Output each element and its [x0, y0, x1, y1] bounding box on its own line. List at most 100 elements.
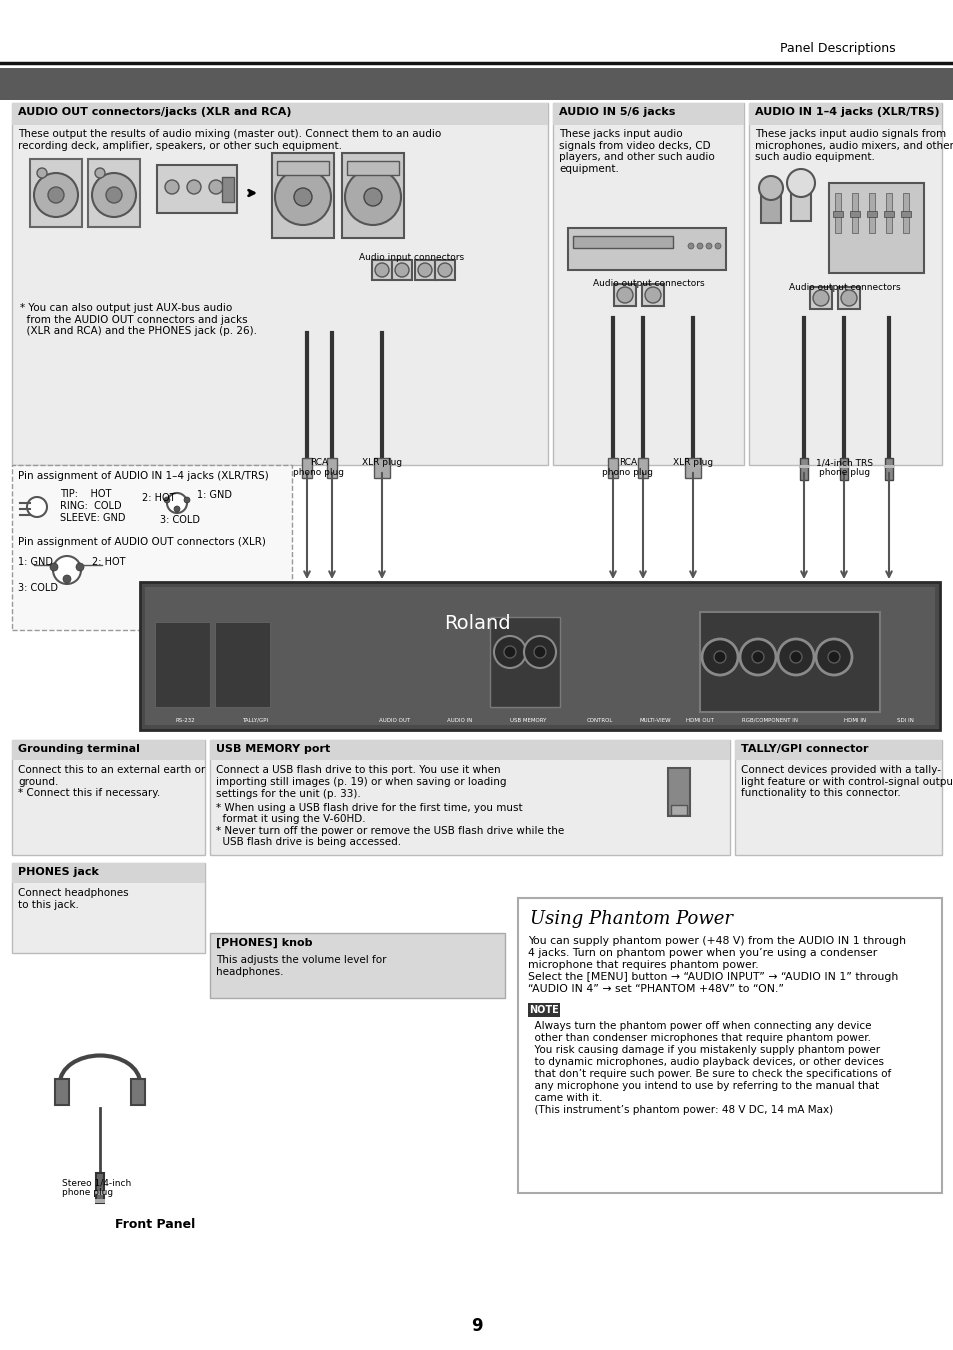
- Text: microphone that requires phantom power.: microphone that requires phantom power.: [527, 960, 758, 971]
- Text: recording deck, amplifier, speakers, or other such equipment.: recording deck, amplifier, speakers, or …: [18, 140, 341, 151]
- Bar: [12, 103, 547, 464]
- Bar: [641, 284, 663, 306]
- Circle shape: [395, 263, 409, 277]
- Text: “AUDIO IN 4” → set “PHANTOM +48V” to “ON.”: “AUDIO IN 4” → set “PHANTOM +48V” to “ON…: [527, 984, 783, 994]
- Text: 3: COLD: 3: COLD: [160, 514, 200, 525]
- Circle shape: [106, 188, 122, 202]
- Bar: [12, 863, 205, 953]
- Text: You can supply phantom power (+48 V) from the AUDIO IN 1 through: You can supply phantom power (+48 V) fro…: [527, 936, 905, 946]
- Bar: [638, 458, 647, 478]
- Text: TALLY/GPI: TALLY/GPI: [242, 718, 268, 724]
- Bar: [272, 153, 334, 238]
- Circle shape: [713, 651, 725, 663]
- Circle shape: [751, 651, 763, 663]
- Text: Pin assignment of AUDIO IN 1–4 jacks (XLR/TRS): Pin assignment of AUDIO IN 1–4 jacks (XL…: [18, 471, 269, 481]
- Bar: [553, 103, 743, 126]
- Bar: [154, 622, 210, 707]
- Text: SLEEVE: GND: SLEEVE: GND: [60, 513, 126, 522]
- Text: importing still images (p. 19) or when saving or loading: importing still images (p. 19) or when s…: [215, 778, 506, 787]
- Circle shape: [827, 651, 840, 663]
- Circle shape: [644, 288, 660, 302]
- Bar: [837, 288, 859, 309]
- Bar: [790, 184, 810, 221]
- Bar: [883, 211, 893, 217]
- Bar: [902, 193, 908, 234]
- Bar: [517, 898, 941, 1193]
- Text: Connect headphones
to this jack.: Connect headphones to this jack.: [18, 888, 129, 910]
- Text: 9: 9: [471, 1318, 482, 1335]
- Circle shape: [812, 290, 828, 306]
- Circle shape: [375, 263, 389, 277]
- Circle shape: [687, 243, 693, 248]
- Bar: [799, 464, 808, 468]
- Text: USB MEMORY port: USB MEMORY port: [215, 744, 330, 755]
- Text: These jacks input audio signals from
microphones, audio mixers, and other
such a: These jacks input audio signals from mic…: [754, 130, 953, 162]
- Text: * Never turn off the power or remove the USB flash drive while the: * Never turn off the power or remove the…: [215, 826, 563, 836]
- Text: AUDIO IN: AUDIO IN: [447, 718, 472, 724]
- Text: Select the [MENU] button → “AUDIO INPUT” → “AUDIO IN 1” through: Select the [MENU] button → “AUDIO INPUT”…: [527, 972, 898, 981]
- Text: * You can also output just AUX-bus audio
  from the AUDIO OUT connectors and jac: * You can also output just AUX-bus audio…: [20, 302, 256, 336]
- Circle shape: [778, 639, 813, 675]
- Bar: [12, 740, 205, 855]
- Text: 2: HOT: 2: HOT: [91, 558, 126, 567]
- Text: Roland: Roland: [443, 614, 510, 633]
- Circle shape: [617, 288, 633, 302]
- Text: XLR plug: XLR plug: [361, 458, 401, 467]
- Text: 1: GND: 1: GND: [196, 490, 232, 500]
- Circle shape: [534, 647, 545, 657]
- Bar: [866, 211, 876, 217]
- Bar: [12, 740, 205, 760]
- Bar: [834, 193, 841, 234]
- Bar: [88, 159, 140, 227]
- Text: HDMI OUT: HDMI OUT: [685, 718, 713, 724]
- Bar: [327, 458, 336, 478]
- Bar: [884, 458, 892, 481]
- Circle shape: [34, 173, 78, 217]
- Bar: [614, 284, 636, 306]
- Text: HDMI IN: HDMI IN: [843, 718, 865, 724]
- Text: (This instrument’s phantom power: 48 V DC, 14 mA Max): (This instrument’s phantom power: 48 V D…: [527, 1106, 832, 1115]
- Circle shape: [63, 575, 71, 583]
- Circle shape: [705, 243, 711, 248]
- Text: format it using the V-60HD.: format it using the V-60HD.: [215, 814, 365, 824]
- Bar: [435, 261, 455, 279]
- Text: This adjusts the volume level for
headphones.: This adjusts the volume level for headph…: [215, 954, 386, 976]
- Circle shape: [50, 563, 58, 571]
- Text: SDI IN: SDI IN: [896, 718, 912, 724]
- Bar: [372, 261, 392, 279]
- Circle shape: [53, 556, 81, 585]
- Text: Always turn the phantom power off when connecting any device: Always turn the phantom power off when c…: [527, 1021, 871, 1031]
- Bar: [140, 582, 939, 730]
- Bar: [851, 193, 857, 234]
- Bar: [760, 188, 781, 223]
- Bar: [670, 805, 686, 815]
- Text: AUDIO OUT connectors/jacks (XLR and RCA): AUDIO OUT connectors/jacks (XLR and RCA): [18, 107, 292, 117]
- Circle shape: [274, 169, 331, 225]
- Text: These jacks input audio
signals from video decks, CD
players, and other such aud: These jacks input audio signals from vid…: [558, 130, 714, 174]
- Bar: [341, 153, 403, 238]
- Circle shape: [164, 497, 170, 504]
- Text: came with it.: came with it.: [527, 1094, 601, 1103]
- Circle shape: [841, 290, 856, 306]
- Circle shape: [437, 263, 452, 277]
- Circle shape: [759, 176, 782, 200]
- Text: MULTI-VIEW: MULTI-VIEW: [639, 718, 670, 724]
- Bar: [684, 458, 700, 478]
- Circle shape: [48, 188, 64, 202]
- Text: to dynamic microphones, audio playback devices, or other devices: to dynamic microphones, audio playback d…: [527, 1057, 883, 1066]
- Text: 4 jacks. Turn on phantom power when you’re using a condenser: 4 jacks. Turn on phantom power when you’…: [527, 948, 877, 958]
- Text: USB MEMORY: USB MEMORY: [509, 718, 546, 724]
- Text: AUDIO IN 5/6 jacks: AUDIO IN 5/6 jacks: [558, 107, 675, 117]
- Circle shape: [167, 493, 187, 513]
- Bar: [302, 458, 312, 478]
- Text: CONTROL: CONTROL: [586, 718, 613, 724]
- Text: Connect this to an external earth or
ground.
* Connect this if necessary.: Connect this to an external earth or gro…: [18, 765, 205, 798]
- Circle shape: [494, 636, 525, 668]
- Text: Panel Descriptions: Panel Descriptions: [780, 42, 895, 55]
- Circle shape: [789, 651, 801, 663]
- Circle shape: [209, 180, 223, 194]
- Bar: [809, 288, 831, 309]
- Bar: [30, 159, 82, 227]
- Bar: [828, 184, 923, 273]
- Text: other than condenser microphones that require phantom power.: other than condenser microphones that re…: [527, 1033, 870, 1044]
